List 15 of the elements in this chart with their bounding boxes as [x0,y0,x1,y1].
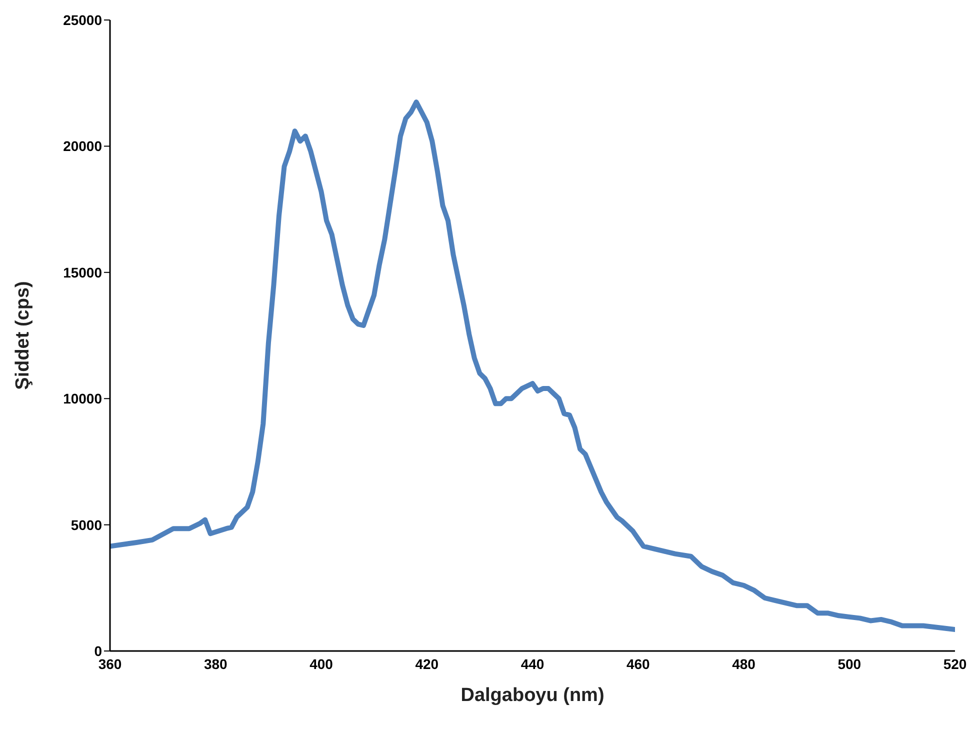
x-tick-label: 400 [310,656,334,672]
y-tick-label: 25000 [63,12,102,28]
x-axis-title: Dalgaboyu (nm) [460,685,604,706]
x-tick-label: 440 [520,656,544,672]
y-tick-label: 10000 [63,390,102,407]
x-tick-label: 480 [732,656,756,672]
x-tick-label: 460 [626,656,650,672]
y-tick-label: 20000 [63,138,102,154]
y-axis-title: Şiddet (cps) [12,281,34,390]
x-tick-label: 380 [204,656,228,672]
y-tick-label: 15000 [63,264,102,280]
x-tick-label: 500 [838,656,862,672]
x-tick-label: 420 [415,656,439,672]
x-tick-label: 520 [943,656,967,672]
y-tick-label: 5000 [70,516,102,533]
